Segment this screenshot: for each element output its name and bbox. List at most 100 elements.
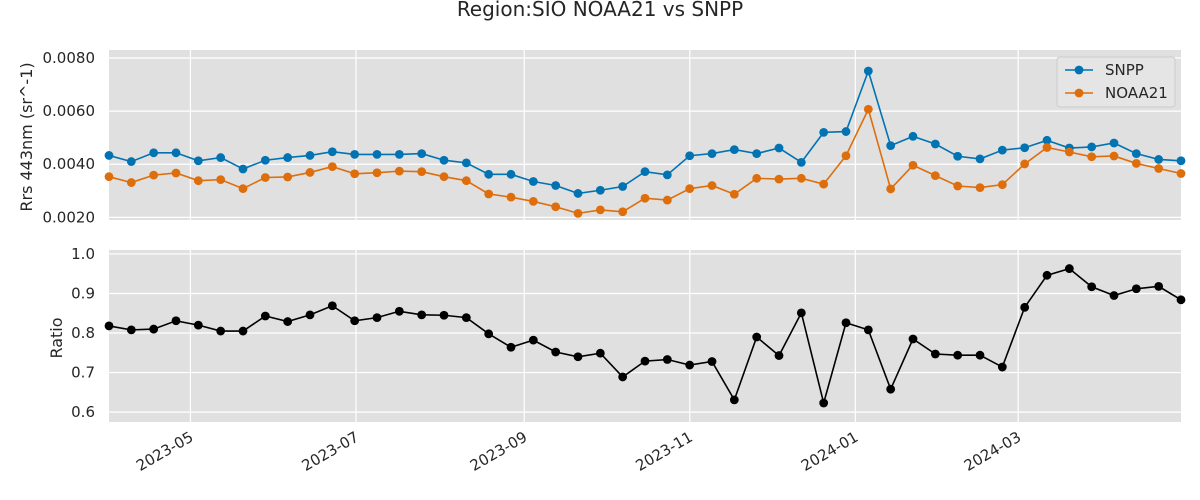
noaa21-series-point [104, 172, 114, 182]
legend-label: NOAA21 [1105, 84, 1168, 102]
bottom-ratio-series-point [216, 326, 226, 336]
noaa21-series-point [528, 197, 538, 206]
bottom-ratio-series-point [506, 342, 516, 352]
bottom-ratio-series-point [394, 306, 404, 316]
snpp-series-point [149, 148, 159, 158]
snpp-series-point [1131, 149, 1141, 158]
snpp-series-point [1109, 138, 1119, 148]
bottom-plot-background [109, 250, 1181, 422]
snpp-series-point [260, 155, 270, 165]
bottom-ratio-series-point [327, 301, 337, 311]
noaa21-series-point [439, 172, 449, 182]
bottom-ratio-series-point [886, 384, 896, 394]
legend-label: SNPP [1105, 61, 1144, 79]
x-tick-label: 2023-11 [632, 428, 695, 475]
snpp-series-point [618, 182, 628, 191]
noaa21-series-point [1109, 151, 1119, 161]
noaa21-series-point [394, 166, 404, 176]
noaa21-series-point [305, 168, 315, 177]
bottom-ratio-series-point [350, 316, 360, 326]
snpp-series-point [171, 148, 181, 158]
snpp-series-point [930, 139, 940, 149]
bottom-ratio-series-point [1087, 282, 1097, 292]
snpp-series-point [640, 167, 650, 177]
bottom-ratio-series-point [260, 311, 270, 321]
noaa21-series-point [216, 175, 226, 185]
bottom-y-tick-label: 0.9 [71, 284, 95, 302]
bottom-ratio-series-point [975, 350, 985, 360]
bottom-ratio-series-point [551, 347, 561, 357]
snpp-series-point [439, 155, 449, 165]
bottom-ratio-series-point [104, 321, 114, 331]
noaa21-series-point [1020, 159, 1030, 169]
snpp-series-point [1087, 142, 1097, 152]
noaa21-series-point [975, 183, 985, 192]
snpp-series-point [1020, 143, 1030, 153]
bottom-ratio-series-point [372, 313, 382, 323]
noaa21-series-point [752, 173, 762, 183]
noaa21-series-point [1176, 169, 1186, 178]
bottom-ratio-series-point [238, 326, 248, 336]
noaa21-series-point [819, 179, 829, 189]
snpp-series-point [953, 151, 963, 161]
top-series [104, 66, 1186, 218]
snpp-series-point [1154, 155, 1164, 164]
bottom-ratio-series-point [908, 334, 918, 344]
snpp-series-point [216, 153, 226, 162]
noaa21-series-point [930, 171, 940, 181]
bottom-ratio-series-point [149, 324, 159, 334]
bottom-y-tick-label: 1.0 [71, 245, 95, 263]
noaa21-series-point [595, 205, 605, 215]
snpp-series-point [908, 131, 918, 141]
top-y-tick-label: 0.0080 [43, 49, 96, 67]
snpp-series-point [997, 145, 1007, 155]
noaa21-series-point [461, 176, 471, 186]
bottom-ratio-series-point [193, 320, 203, 330]
snpp-series-point [193, 156, 203, 166]
top-y-tick-label: 0.0040 [43, 155, 96, 173]
bottom-ratio-series-point [573, 352, 583, 362]
noaa21-series-point [1042, 143, 1052, 152]
bottom-ratio-series-point [1154, 281, 1164, 291]
snpp-series-point [975, 154, 985, 164]
legend-marker-swatch [1074, 65, 1084, 75]
bottom-ratio-series-point [439, 310, 449, 320]
x-tick-label: 2023-09 [467, 428, 530, 475]
bottom-ratio-series-point [126, 325, 136, 335]
bottom-ratio-series-point [618, 372, 628, 382]
bottom-ratio-series-point [1020, 302, 1030, 312]
bottom-ratio-series-point [1064, 264, 1074, 273]
bottom-ratio-series [104, 264, 1186, 408]
bottom-ratio-series-point [417, 310, 427, 320]
bottom-ratio-series-point [1042, 270, 1052, 280]
noaa21-series-point [350, 169, 360, 179]
noaa21-series-point [841, 151, 851, 161]
noaa21-series-point [149, 170, 159, 180]
top-y-tick-label: 0.0020 [43, 208, 96, 226]
bottom-ratio-series-point [528, 335, 538, 345]
bottom-gridlines [109, 250, 1181, 422]
snpp-series-point [841, 127, 851, 136]
bottom-ratio-series-point [662, 355, 672, 364]
noaa21-series [104, 104, 1186, 218]
legend: SNPP NOAA21 [1056, 56, 1176, 108]
snpp-series-point [305, 151, 315, 160]
bottom-ratio-series-point [1109, 291, 1119, 300]
noaa21-series-point [1154, 164, 1164, 173]
bottom-panel: 0.60.70.80.91.0 Ratio 2023-05 2023-07 2023… [47, 245, 1186, 475]
noaa21-series-point [662, 195, 672, 205]
x-tick-label: 2024-03 [961, 428, 1024, 475]
bottom-ratio-series-point [1131, 284, 1141, 294]
bottom-y-tick-label: 0.6 [71, 403, 95, 421]
noaa21-series-point [573, 208, 583, 218]
snpp-series-point [729, 145, 739, 155]
bottom-ratio-series-point [997, 362, 1007, 372]
noaa21-series-point [551, 202, 561, 212]
legend-entry-noaa21: NOAA21 [1065, 84, 1168, 102]
bottom-ratio-series-point [796, 308, 806, 318]
snpp-series-point [461, 158, 471, 168]
snpp-series-point [1042, 135, 1052, 145]
noaa21-series-point [484, 189, 494, 199]
noaa21-series-point [685, 184, 695, 194]
top-plot-background [109, 50, 1181, 220]
